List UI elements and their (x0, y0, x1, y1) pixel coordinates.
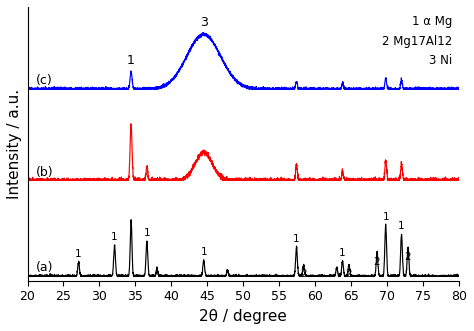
Text: 1: 1 (383, 212, 389, 222)
Text: 1: 1 (75, 249, 82, 259)
Text: 1: 1 (111, 232, 118, 242)
Text: 2: 2 (301, 269, 307, 279)
Text: 2: 2 (346, 269, 352, 279)
Text: 3: 3 (200, 16, 208, 29)
Text: 2: 2 (405, 253, 411, 262)
Y-axis label: Intensity / a.u.: Intensity / a.u. (7, 89, 22, 199)
Text: 1: 1 (127, 54, 135, 67)
Text: (c): (c) (36, 74, 53, 87)
X-axis label: 2θ / degree: 2θ / degree (200, 309, 287, 324)
Text: 1: 1 (293, 234, 300, 244)
Text: 1 α Mg
2 Mg17Al12
3 Ni: 1 α Mg 2 Mg17Al12 3 Ni (383, 15, 453, 67)
Text: 1: 1 (201, 247, 207, 257)
Text: 2: 2 (374, 257, 380, 267)
Text: (b): (b) (36, 166, 54, 178)
Text: 1: 1 (398, 220, 405, 231)
Text: 1: 1 (144, 228, 150, 238)
Text: 1: 1 (339, 248, 346, 258)
Text: (a): (a) (36, 261, 54, 274)
